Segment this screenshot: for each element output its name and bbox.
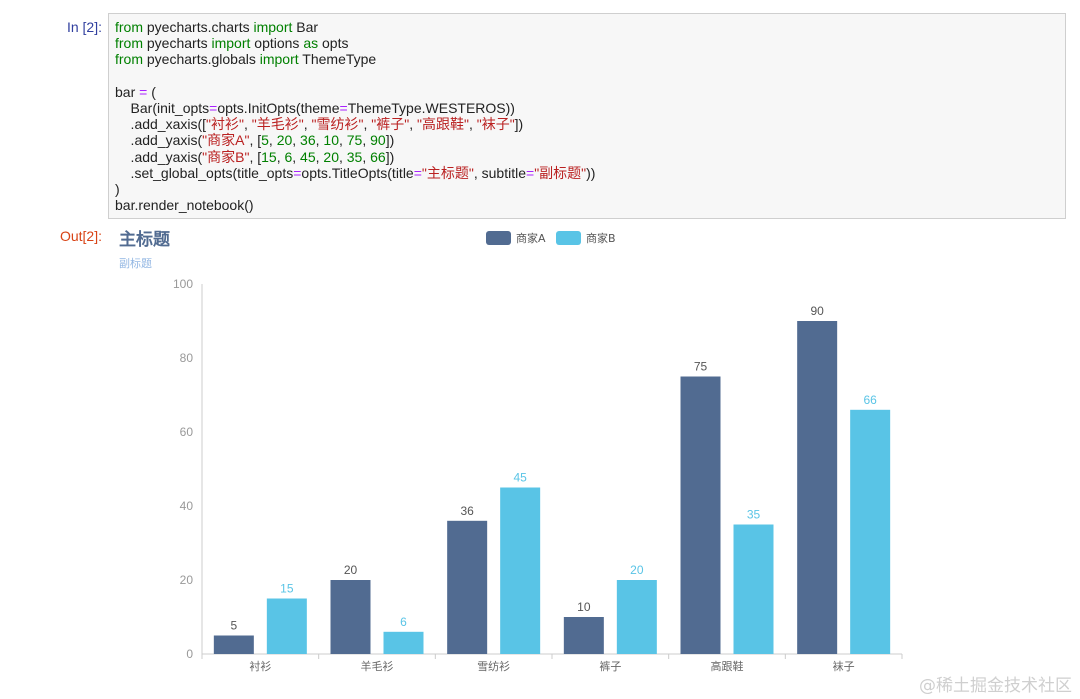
bar <box>383 631 424 654</box>
code-line: from pyecharts.globals import ThemeType <box>115 51 377 68</box>
code-line: from pyecharts.charts import Bar <box>115 19 319 35</box>
bar <box>330 580 371 654</box>
y-tick-label: 20 <box>180 573 194 587</box>
x-tick-label: 羊毛衫 <box>361 659 394 673</box>
watermark: @稀土掘金技术社区 <box>919 676 1072 696</box>
x-tick-label: 高跟鞋 <box>711 659 744 673</box>
bar <box>850 409 891 654</box>
bar-value-label: 66 <box>863 393 877 407</box>
bar-value-label: 20 <box>344 563 358 577</box>
bar <box>266 598 307 654</box>
y-tick-label: 80 <box>180 351 194 365</box>
output-prompt: Out[2]: <box>59 228 102 244</box>
bar <box>733 524 774 654</box>
y-tick-label: 0 <box>186 647 193 661</box>
code-line: .add_yaxis("商家A", [5, 20, 36, 10, 75, 90… <box>115 132 395 149</box>
bar <box>500 487 541 654</box>
bar <box>213 635 254 654</box>
bar-value-label: 20 <box>630 563 644 577</box>
code-line: ) <box>115 180 120 197</box>
bar-value-label: 10 <box>577 600 591 614</box>
bar <box>680 376 721 654</box>
bar <box>797 321 838 654</box>
legend-label: 商家B <box>586 231 616 245</box>
bar <box>563 617 604 654</box>
bar-value-label: 36 <box>460 504 474 518</box>
bar-value-label: 90 <box>810 304 824 318</box>
code-line: .add_xaxis(["衬衫", "羊毛衫", "雪纺衫", "裤子", "高… <box>115 116 524 133</box>
bar <box>616 580 657 654</box>
chart-subtitle: 副标题 <box>119 256 152 270</box>
x-tick-label: 裤子 <box>599 659 621 673</box>
y-tick-label: 60 <box>180 425 194 439</box>
legend-swatch <box>556 231 581 245</box>
x-tick-label: 衬衫 <box>249 660 271 673</box>
bar <box>447 520 488 654</box>
bar-value-label: 15 <box>280 582 294 596</box>
bar-value-label: 75 <box>694 360 708 374</box>
legend-swatch <box>486 231 511 245</box>
code-line: bar.render_notebook() <box>115 197 254 214</box>
bar-value-label: 45 <box>513 471 527 485</box>
input-prompt: In [2]: <box>66 19 102 35</box>
code-line: .add_yaxis("商家B", [15, 6, 45, 20, 35, 66… <box>115 148 395 165</box>
code-line: from pyecharts import options as opts <box>115 35 349 52</box>
x-tick-label: 雪纺衫 <box>477 659 510 673</box>
code-line: .set_global_opts(title_opts=opts.TitleOp… <box>115 164 596 181</box>
bar-value-label: 35 <box>747 508 761 522</box>
y-tick-label: 100 <box>173 277 193 291</box>
legend-label: 商家A <box>516 231 546 245</box>
x-tick-label: 袜子 <box>833 659 855 673</box>
y-tick-label: 40 <box>180 499 194 513</box>
bar-value-label: 6 <box>400 615 407 629</box>
bar-value-label: 5 <box>230 619 237 633</box>
chart-title: 主标题 <box>119 229 171 250</box>
code-line: Bar(init_opts=opts.InitOpts(theme=ThemeT… <box>115 99 515 116</box>
code-cell[interactable]: from pyecharts.charts import Bar from pye… <box>108 13 1066 219</box>
code-line: bar = ( <box>115 83 156 100</box>
